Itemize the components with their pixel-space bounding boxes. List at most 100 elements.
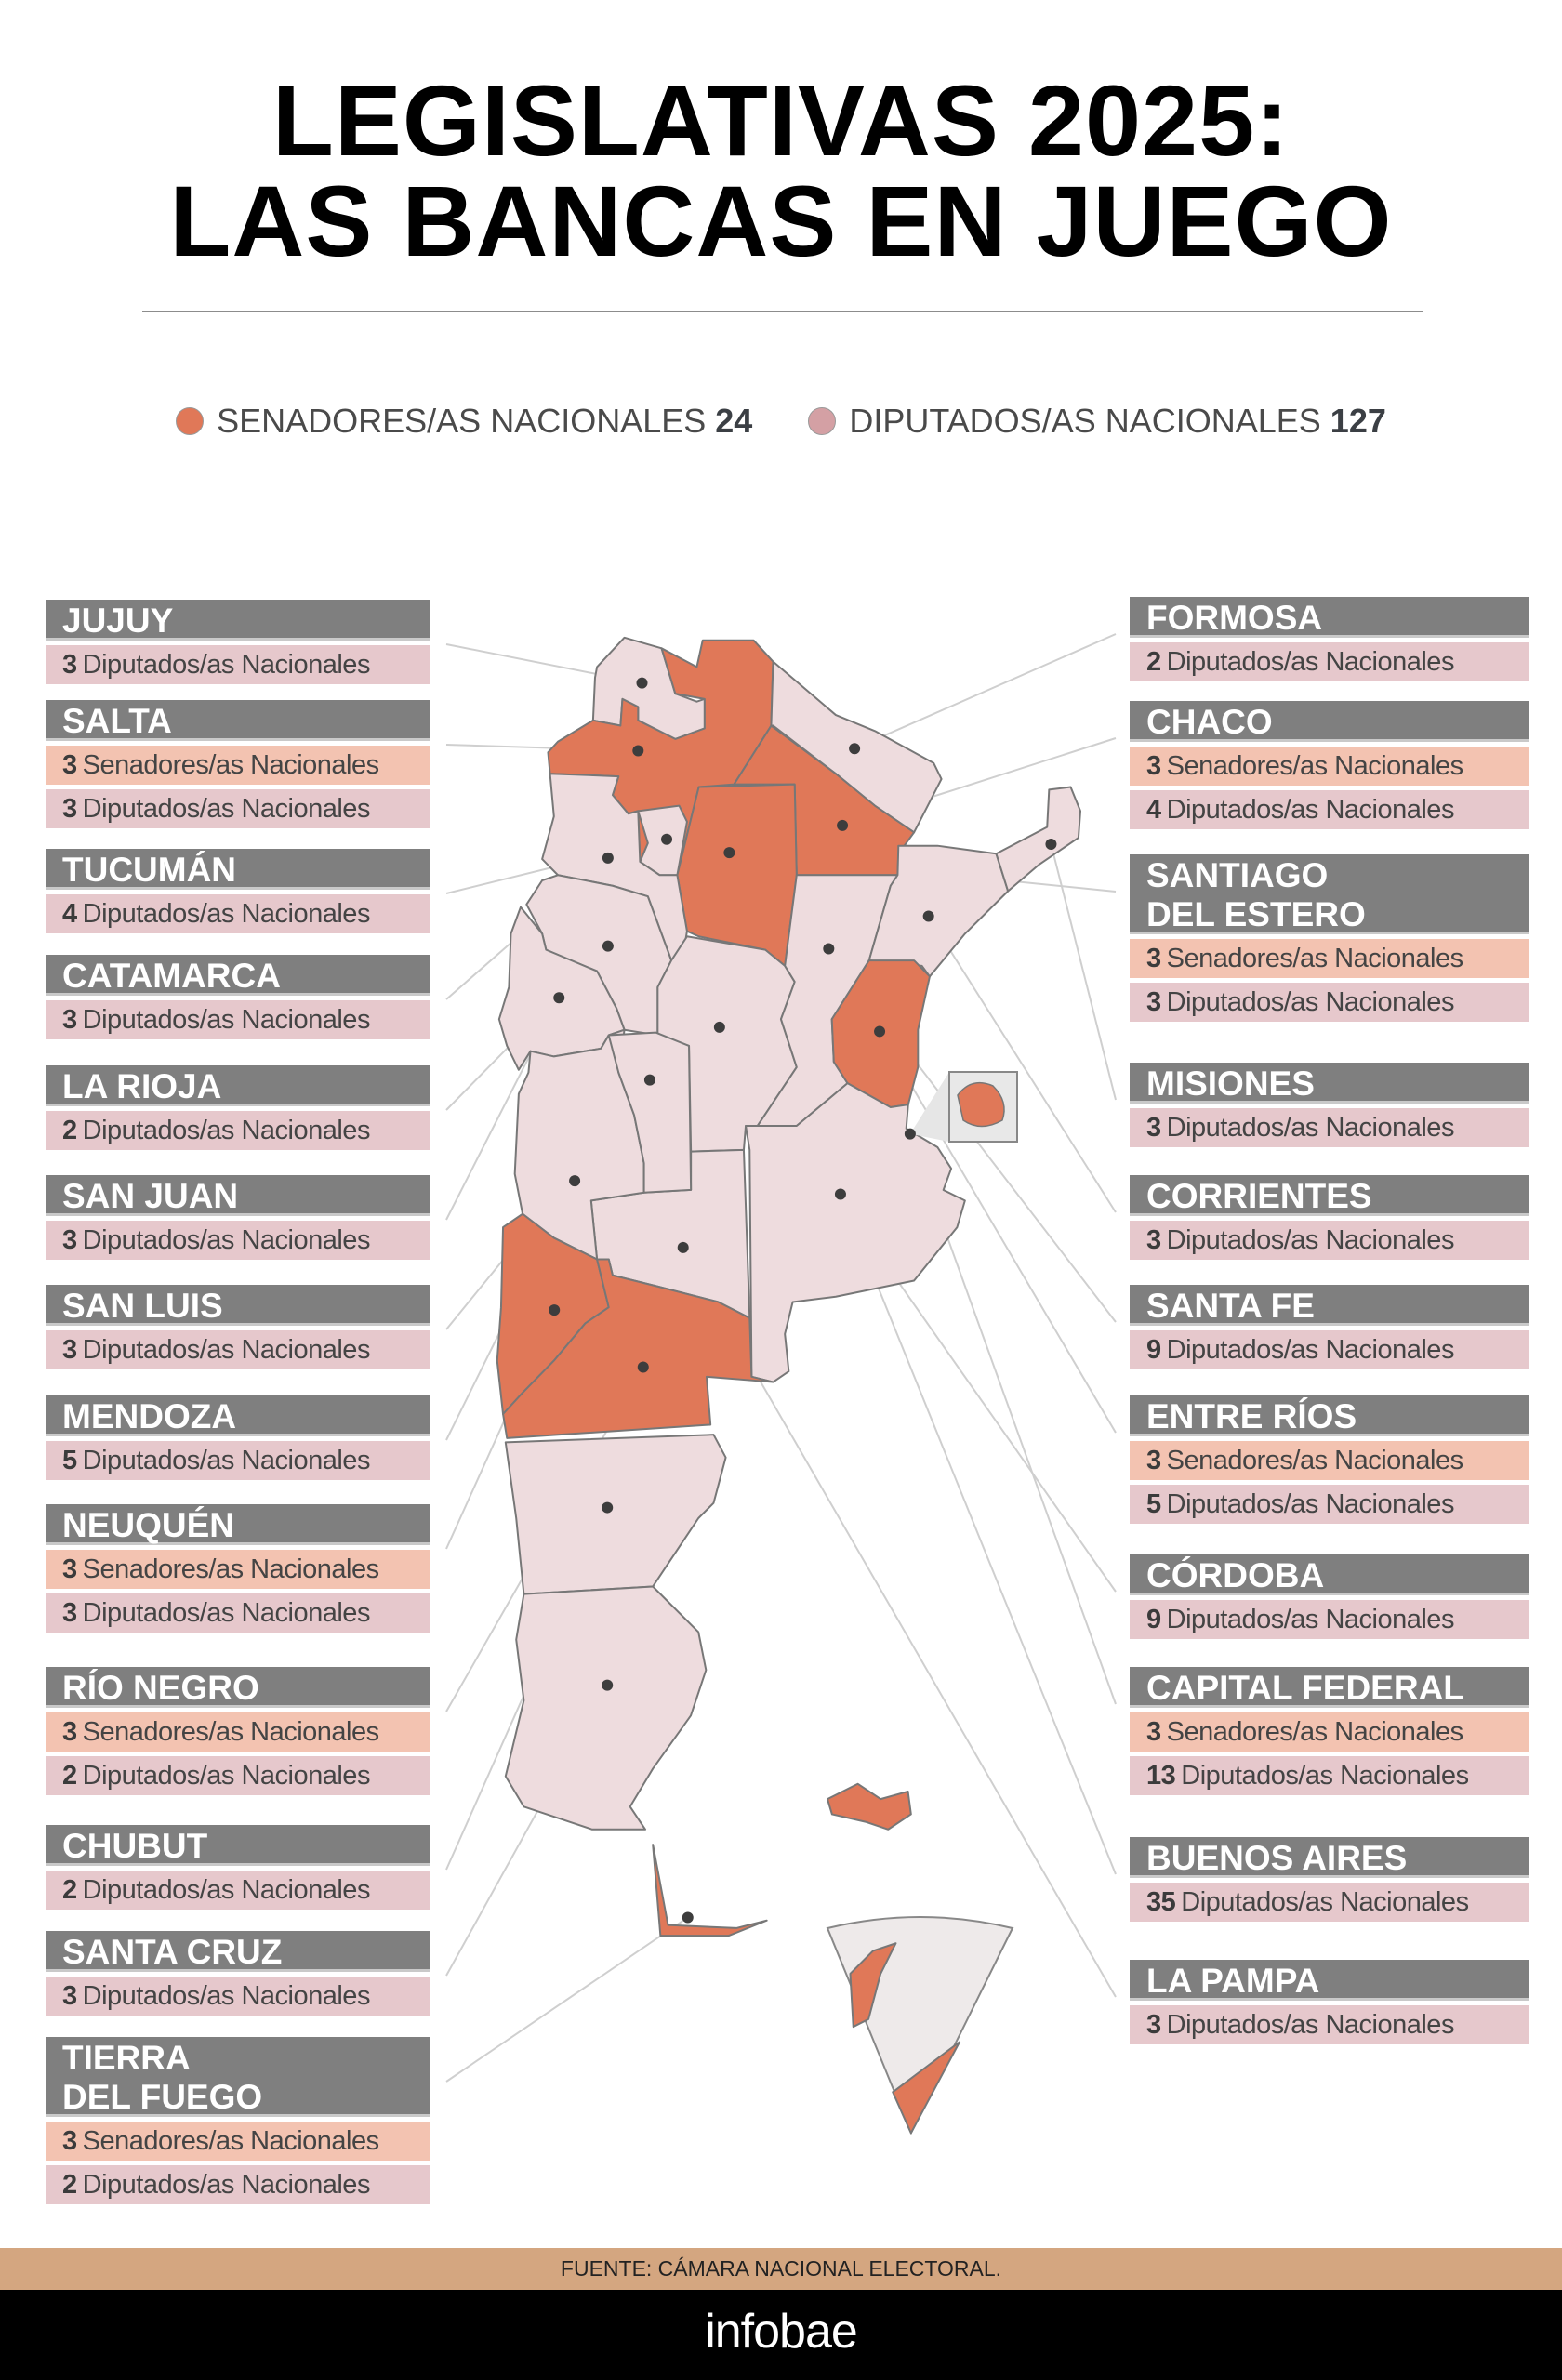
province-catamarca: [541, 773, 688, 962]
senators-row: 3 Senadores/as Nacionales: [46, 2122, 430, 2161]
province-block-mendoza: MENDOZA 5 Diputados/as Nacionales: [46, 1395, 430, 1480]
province-block-neuquen: NEUQUÉN 3 Senadores/as Nacionales 3 Diputado…: [46, 1504, 430, 1633]
seat-count: 13: [1146, 1761, 1176, 1791]
capital-dot-formosa: [849, 743, 861, 755]
deputies-row: 4 Diputados/as Nacionales: [46, 894, 430, 933]
seat-type-label: Diputados/as Nacionales: [1166, 2010, 1455, 2040]
deputies-row: 3 Diputados/as Nacionales: [46, 789, 430, 828]
deputies-row: 3 Diputados/as Nacionales: [46, 1000, 430, 1039]
capital-dot-sanjuan: [553, 992, 565, 1004]
seat-count: 35: [1146, 1887, 1176, 1917]
province-name: CÓRDOBA: [1130, 1554, 1529, 1595]
title-line-2: LAS BANCAS EN JUEGO: [169, 165, 1393, 277]
province-caba: [957, 1081, 1005, 1128]
seat-count: 3: [1146, 1446, 1161, 1475]
seat-count: 9: [1146, 1335, 1161, 1365]
seat-type-label: Senadores/as Nacionales: [82, 2126, 379, 2156]
province-name: SANTA FE: [1130, 1285, 1529, 1326]
capital-dot-larioja: [602, 940, 614, 952]
capital-dot-cordoba: [713, 1021, 725, 1033]
capital-dot-santacruz: [602, 1679, 614, 1691]
capital-dot-rionegro: [637, 1361, 649, 1373]
seat-count: 3: [62, 1335, 77, 1365]
source-note: FUENTE: CÁMARA NACIONAL ELECTORAL.: [0, 2248, 1562, 2290]
deputies-row: 3 Diputados/as Nacionales: [1130, 1108, 1529, 1147]
province-block-tucuman: TUCUMÁN 4 Diputados/as Nacionales: [46, 849, 430, 933]
capital-dot-caba: [904, 1128, 916, 1140]
antarctica-tdf-part: [892, 2041, 961, 2135]
province-block-santacruz: SANTA CRUZ 3 Diputados/as Nacionales: [46, 1931, 430, 2016]
seat-count: 3: [1146, 1225, 1161, 1255]
seat-type-label: Diputados/as Nacionales: [82, 1005, 371, 1035]
province-name: SAN LUIS: [46, 1285, 430, 1326]
title-divider: [142, 311, 1423, 312]
seat-type-label: Senadores/as Nacionales: [1166, 1717, 1463, 1747]
leader-line-formosa: [854, 633, 1117, 750]
province-block-caba: CAPITAL FEDERAL 3 Senadores/as Nacionales 1…: [1130, 1667, 1529, 1795]
province-name: CHUBUT: [46, 1825, 430, 1866]
province-name: SALTA: [46, 700, 430, 741]
seat-count: 3: [1146, 2010, 1161, 2040]
capital-dot-neuquen: [549, 1304, 561, 1316]
capital-dot-sanluis: [643, 1074, 655, 1086]
legend-label: SENADORES/AS NACIONALES 24: [217, 402, 753, 440]
deputies-row: 3 Diputados/as Nacionales: [46, 1977, 430, 2016]
deputies-row: 3 Diputados/as Nacionales: [1130, 983, 1529, 1022]
deputies-row: 2 Diputados/as Nacionales: [1130, 642, 1529, 681]
province-name: JUJUY: [46, 600, 430, 641]
province-name: SANTIAGO DEL ESTERO: [1130, 854, 1529, 934]
province-block-chubut: CHUBUT 2 Diputados/as Nacionales: [46, 1825, 430, 1910]
legend: SENADORES/AS NACIONALES 24 DIPUTADOS/AS …: [0, 402, 1562, 441]
province-block-salta: SALTA 3 Senadores/as Nacionales 3 Diputados/…: [46, 700, 430, 828]
deputies-row: 2 Diputados/as Nacionales: [46, 1871, 430, 1910]
deputies-row: 4 Diputados/as Nacionales: [1130, 790, 1529, 829]
seat-type-label: Diputados/as Nacionales: [1166, 1605, 1455, 1634]
legend-label: DIPUTADOS/AS NACIONALES 127: [849, 402, 1386, 440]
seat-count: 3: [62, 1981, 77, 2011]
province-name: BUENOS AIRES: [1130, 1837, 1529, 1878]
province-santacruz: [504, 1585, 708, 1831]
deputies-row: 35 Diputados/as Nacionales: [1130, 1883, 1529, 1922]
seat-type-label: Diputados/as Nacionales: [82, 650, 371, 680]
province-name: MENDOZA: [46, 1395, 430, 1436]
leader-line-buenosaires: [840, 1194, 1117, 1875]
deputies-row: 5 Diputados/as Nacionales: [1130, 1485, 1529, 1524]
seat-type-label: Senadores/as Nacionales: [1166, 751, 1463, 781]
seat-count: 2: [62, 1761, 77, 1791]
province-block-buenosaires: BUENOS AIRES 35 Diputados/as Nacionales: [1130, 1837, 1529, 1922]
seat-count: 3: [1146, 751, 1161, 781]
senators-row: 3 Senadores/as Nacionales: [46, 1712, 430, 1752]
legend-item-senators: SENADORES/AS NACIONALES 24: [176, 402, 752, 441]
capital-dot-corrientes: [922, 910, 934, 922]
province-name: SANTA CRUZ: [46, 1931, 430, 1972]
province-block-rionegro: RÍO NEGRO 3 Senadores/as Nacionales 2 Diputa…: [46, 1667, 430, 1795]
senators-row: 3 Senadores/as Nacionales: [1130, 939, 1529, 978]
province-block-cordoba: CÓRDOBA 9 Diputados/as Nacionales: [1130, 1554, 1529, 1639]
capital-dot-lapampa: [677, 1241, 689, 1253]
deputies-row: 9 Diputados/as Nacionales: [1130, 1600, 1529, 1639]
senators-row: 3 Senadores/as Nacionales: [1130, 1712, 1529, 1752]
province-block-sanjuan: SAN JUAN 3 Diputados/as Nacionales: [46, 1175, 430, 1260]
capital-dot-misiones: [1045, 838, 1057, 850]
seat-count: 3: [1146, 1717, 1161, 1747]
seat-count: 3: [1146, 987, 1161, 1017]
seat-type-label: Diputados/as Nacionales: [1166, 1489, 1455, 1519]
seat-count: 5: [1146, 1489, 1161, 1519]
province-name: FORMOSA: [1130, 597, 1529, 638]
seat-type-label: Senadores/as Nacionales: [82, 750, 379, 780]
antarctic-peninsula: [849, 1942, 897, 2029]
seat-count: 3: [62, 2126, 77, 2156]
deputies-row: 3 Diputados/as Nacionales: [46, 1221, 430, 1260]
province-chubut: [504, 1434, 727, 1595]
province-name: TIERRA DEL FUEGO: [46, 2037, 430, 2117]
leader-line-misiones: [1050, 843, 1117, 1101]
province-name: LA RIOJA: [46, 1065, 430, 1106]
seat-type-label: Senadores/as Nacionales: [1166, 1446, 1463, 1475]
province-block-jujuy: JUJUY 3 Diputados/as Nacionales: [46, 600, 430, 684]
capital-dot-mendoza: [569, 1175, 581, 1187]
seat-count: 2: [62, 2170, 77, 2200]
province-block-santiago: SANTIAGO DEL ESTERO 3 Senadores/as Naciona…: [1130, 854, 1529, 1022]
province-misiones: [995, 786, 1082, 892]
seat-type-label: Diputados/as Nacionales: [1166, 1335, 1455, 1365]
